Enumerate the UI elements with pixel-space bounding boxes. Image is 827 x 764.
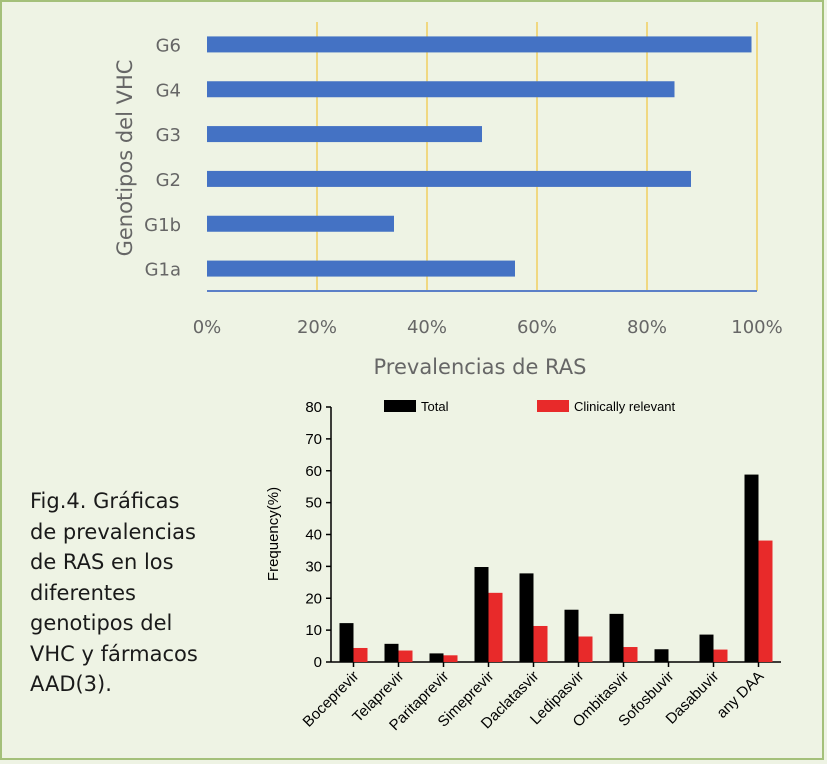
chart1-xlabel: Prevalencias de RAS — [374, 355, 587, 379]
y-tick-label: 40 — [305, 527, 322, 544]
x-tick-label: 100% — [731, 317, 782, 338]
legend-swatch-clinically-relevant — [537, 400, 569, 412]
bar — [564, 609, 579, 662]
bar — [533, 625, 548, 662]
caption-line: AAD(3). — [30, 672, 112, 696]
chart1-ylabel: Genotipos del VHC — [113, 60, 137, 257]
bar — [713, 649, 728, 662]
x-tick-label: 80% — [627, 317, 667, 338]
y-tick-label: 10 — [305, 622, 322, 639]
caption-line: diferentes — [30, 580, 136, 605]
x-tick-label: 60% — [517, 317, 557, 338]
x-tick-label: 0% — [193, 317, 222, 338]
bar — [578, 636, 593, 662]
bar — [474, 567, 489, 662]
bar — [699, 634, 714, 662]
bar — [429, 653, 444, 662]
figure-caption: Fig.4. Gráficas de prevalencias de RAS e… — [30, 486, 230, 700]
caption-line: de prevalencias — [30, 519, 196, 544]
bar — [609, 613, 624, 662]
bar — [207, 215, 394, 232]
y-tick-label: 70 — [305, 431, 322, 448]
x-tick-label: 40% — [407, 317, 447, 338]
legend-label-total: Total — [421, 399, 449, 414]
y-tick-label: 50 — [305, 495, 322, 512]
y-tick-label: 30 — [305, 558, 322, 575]
bar — [207, 81, 675, 98]
bar — [488, 592, 503, 662]
bar — [353, 647, 368, 662]
x-tick-label: 20% — [297, 317, 337, 338]
bar — [398, 650, 413, 662]
bar — [207, 170, 691, 187]
y-tick-label: 80 — [305, 399, 322, 416]
y-tick-label: 60 — [305, 463, 322, 480]
x-tick-label: Boceprevir — [300, 668, 363, 731]
caption-line: Fig.4. Gráficas — [30, 489, 180, 513]
bar — [339, 623, 354, 662]
y-tick-label: G1a — [145, 260, 181, 281]
x-tick-label: any DAA — [713, 668, 767, 722]
bar — [207, 126, 482, 143]
y-tick-label: 0 — [314, 654, 322, 671]
caption-line: de RAS en los — [30, 550, 174, 574]
legend-label-clinically-relevant: Clinically relevant — [574, 399, 676, 414]
bar — [519, 573, 534, 662]
bar — [758, 540, 773, 662]
y-tick-label: G3 — [156, 125, 181, 146]
legend-swatch-total — [384, 400, 416, 412]
y-tick-label: G6 — [156, 35, 181, 56]
caption-line: VHC y fármacos — [30, 641, 198, 666]
caption-line: genotipos del — [30, 611, 173, 635]
chart2-ylabel: Frequency(%) — [265, 487, 282, 581]
y-tick-label: G2 — [156, 170, 181, 191]
y-tick-label: 20 — [305, 590, 322, 607]
bar — [443, 655, 458, 662]
bar — [207, 36, 752, 53]
bar — [654, 649, 669, 662]
bar — [384, 643, 399, 662]
bar — [623, 647, 638, 662]
y-tick-label: G1b — [144, 215, 181, 236]
bar — [744, 474, 759, 662]
bar — [207, 260, 515, 277]
y-tick-label: G4 — [156, 80, 181, 101]
